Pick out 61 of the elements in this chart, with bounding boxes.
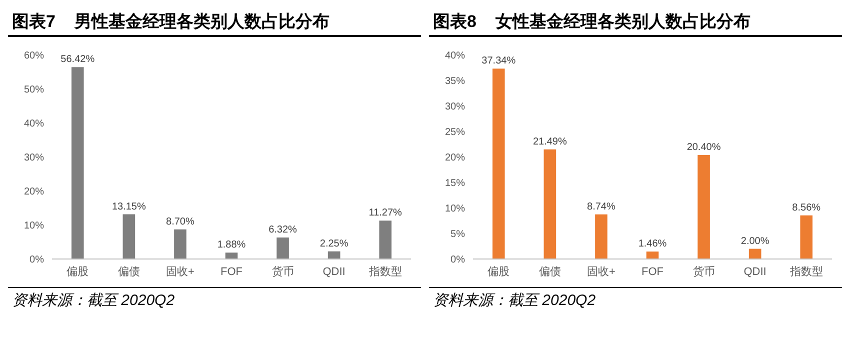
data-label: 1.46% [638,238,667,250]
data-label: 13.15% [112,201,146,212]
y-tick-label: 60% [24,50,44,62]
y-tick-label: 5% [450,229,466,240]
x-tick-label: QDII [322,266,346,278]
data-label: 11.27% [368,208,402,219]
x-tick-label: 货币 [272,264,294,278]
data-label: 2.00% [740,236,770,247]
bar [544,149,556,259]
bar [492,68,505,259]
bar [800,215,813,259]
x-tick-label: 偏股 [66,266,89,278]
data-label: 56.42% [60,54,95,66]
bar [379,220,392,259]
x-tick-label: 指数型 [368,266,402,278]
bar [174,229,186,259]
bar [698,154,710,259]
y-tick-label: 0% [450,254,466,266]
data-label: 1.88% [217,240,246,251]
y-tick-label: 20% [444,152,466,164]
y-tick-label: 10% [24,220,44,232]
data-label: 37.34% [482,56,516,67]
data-label: 21.49% [532,136,567,148]
y-tick-label: 40% [444,50,466,62]
y-tick-label: 30% [24,152,44,164]
y-tick-label: 25% [444,127,466,138]
y-tick-label: 10% [444,204,466,215]
x-tick-label: 偏债 [538,266,561,278]
data-label: 8.74% [587,201,616,212]
x-tick-label: 固收+ [586,266,616,278]
y-tick-label: 0% [30,254,44,266]
y-tick-label: 15% [444,178,466,190]
x-tick-label: 指数型 [788,266,823,278]
x-tick-label: 偏债 [118,266,140,278]
x-tick-label: QDII [744,266,766,278]
bar [122,214,136,259]
data-label: 2.25% [320,238,348,250]
bar [225,252,238,259]
x-tick-label: 偏股 [488,266,510,278]
chart-title: 图表7 男性基金经理各类别人数占比分布 [8,8,421,37]
text: 资料来源：截至 2020Q2 [12,292,175,309]
bar [71,67,84,259]
x-tick-label: FOF [220,266,243,278]
text: 资料来源：截至 2020Q2 [433,292,596,309]
y-tick-label: 20% [24,186,44,198]
x-tick-label: FOF [642,266,664,278]
data-label: 8.70% [166,216,194,228]
bar [646,252,659,259]
x-tick-label: 固收+ [166,266,194,278]
chart-title: 图表8 女性基金经理各类别人数占比分布 [429,8,842,37]
x-tick-label: 货币 [692,264,715,278]
bar [748,248,762,259]
data-label: 20.40% [686,142,721,153]
data-label: 8.56% [792,202,821,214]
data-label: 6.32% [268,224,298,236]
y-tick-label: 35% [444,76,466,88]
y-tick-label: 40% [24,118,44,130]
y-tick-label: 30% [444,102,466,113]
bar [595,214,608,259]
y-tick-label: 50% [24,84,44,96]
bar [276,238,289,259]
